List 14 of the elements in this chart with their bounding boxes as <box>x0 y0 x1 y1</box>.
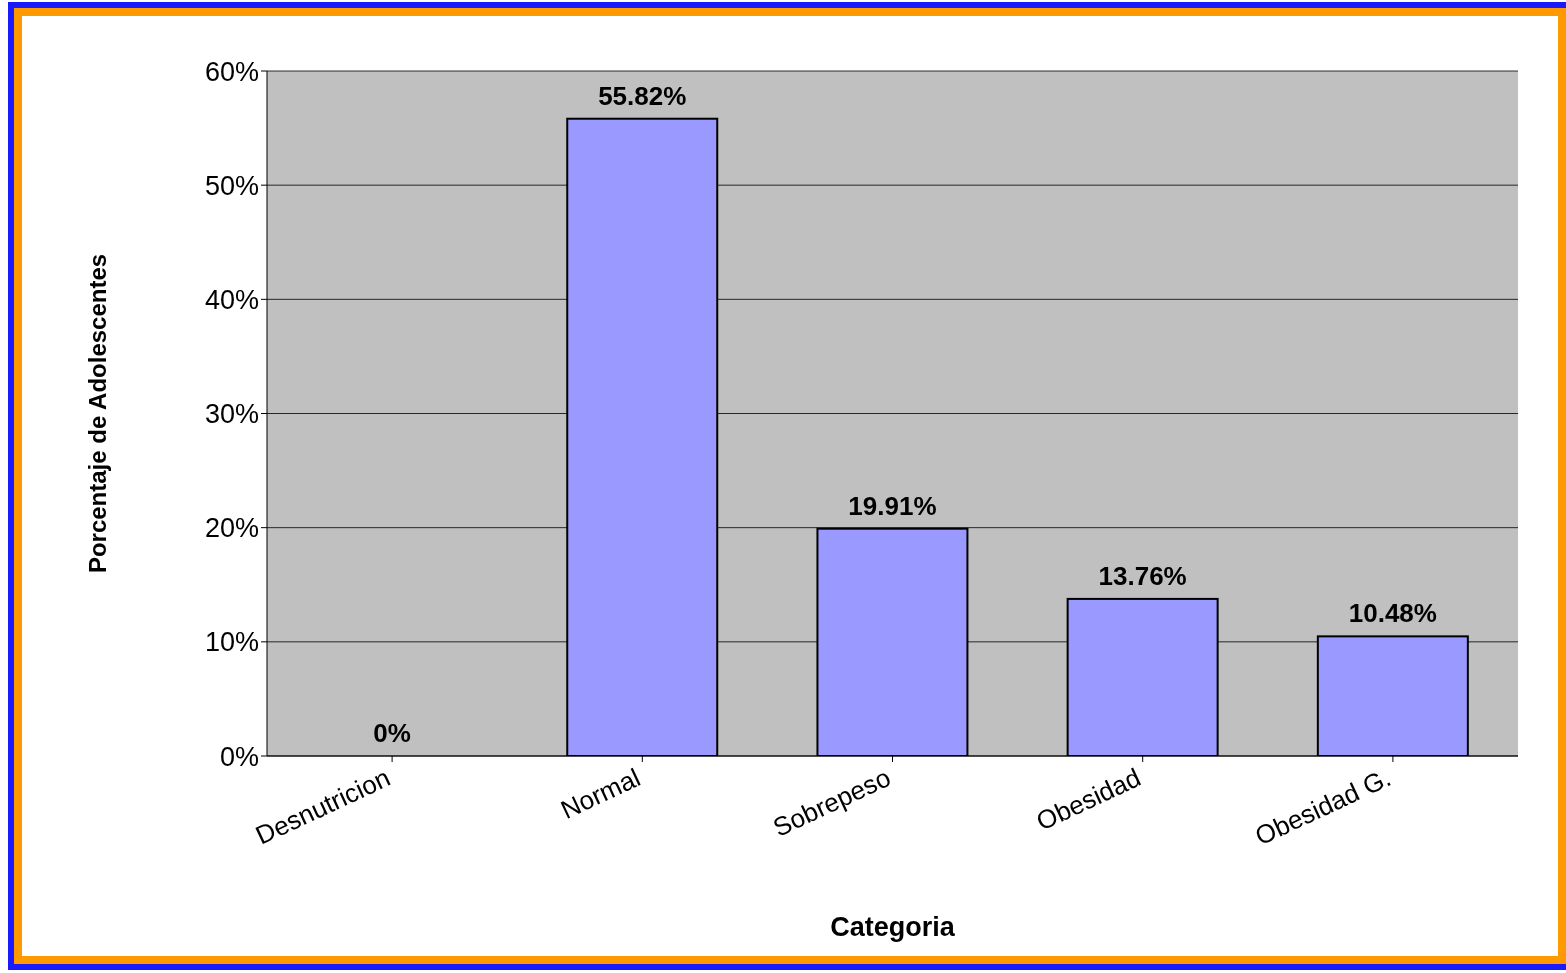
data-label: 19.91% <box>848 490 937 521</box>
y-tick-label: 30% <box>204 399 259 430</box>
data-label: 55.82% <box>598 80 687 111</box>
x-axis-title: Categoria <box>830 912 956 942</box>
y-tick-label: 20% <box>204 513 259 544</box>
y-tick-label: 0% <box>219 741 259 772</box>
data-label: 13.76% <box>1098 560 1187 591</box>
y-tick-label: 60% <box>204 56 259 87</box>
y-axis-title: Porcentaje de Adolescentes <box>83 253 111 574</box>
data-label: 10.48% <box>1348 598 1437 629</box>
data-label: 0% <box>373 718 411 748</box>
y-tick-label: 40% <box>204 284 259 315</box>
y-tick-label: 10% <box>204 627 259 658</box>
y-tick-label: 50% <box>204 170 259 201</box>
